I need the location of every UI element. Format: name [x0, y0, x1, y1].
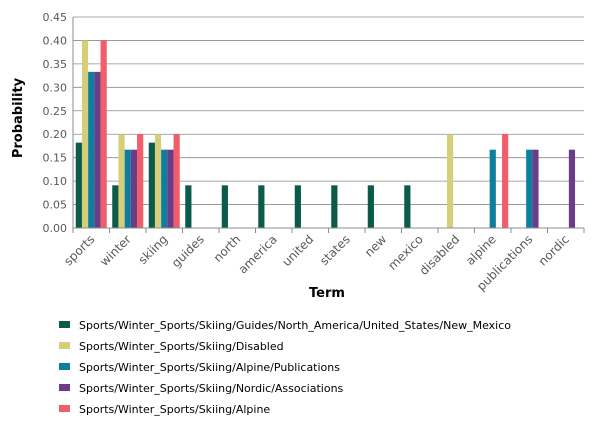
bar	[137, 134, 144, 228]
bar	[185, 185, 192, 228]
bar	[489, 149, 496, 228]
x-tick-label: nordic	[536, 232, 572, 268]
x-tick-label: america	[236, 232, 280, 276]
y-tick-label: 0.10	[43, 175, 68, 188]
x-tick-label: winter	[97, 232, 134, 269]
bars-layer	[75, 40, 576, 228]
bar	[154, 134, 162, 228]
y-tick-label: 0.35	[43, 58, 68, 71]
legend: Sports/Winter_Sports/Skiing/Guides/North…	[59, 319, 511, 416]
legend-label: Sports/Winter_Sports/Skiing/Alpine/Publi…	[79, 361, 340, 374]
bar	[221, 185, 228, 228]
x-tick-label: north	[211, 232, 244, 265]
bar	[88, 71, 95, 228]
bar	[161, 149, 168, 228]
x-tick-label: guides	[169, 232, 207, 270]
legend-item: Sports/Winter_Sports/Skiing/Alpine	[59, 403, 270, 416]
x-tick-label: disabled	[417, 232, 463, 278]
bar	[118, 134, 125, 228]
legend-swatch	[59, 405, 70, 412]
x-tick-label: new	[362, 232, 390, 260]
legend-item: Sports/Winter_Sports/Skiing/Disabled	[59, 340, 284, 353]
legend-label: Sports/Winter_Sports/Skiing/Disabled	[79, 340, 284, 353]
y-tick-label: 0.40	[43, 34, 68, 47]
bar	[124, 149, 131, 228]
bar	[568, 149, 576, 228]
x-tick-label: alpine	[463, 232, 499, 268]
y-tick-label: 0.30	[43, 81, 68, 94]
legend-swatch	[59, 384, 70, 391]
x-tick-label: skiing	[136, 232, 171, 267]
bar	[75, 142, 82, 228]
bar	[167, 149, 174, 228]
y-tick-label: 0.00	[43, 222, 68, 235]
x-axis-title: Term	[309, 286, 345, 301]
bar	[112, 185, 119, 228]
bar	[532, 149, 539, 228]
bar	[367, 185, 374, 228]
bar	[94, 71, 101, 228]
bar	[130, 149, 138, 228]
bar	[502, 134, 509, 228]
legend-label: Sports/Winter_Sports/Skiing/Alpine	[79, 403, 270, 416]
axes-layer	[72, 17, 585, 233]
legend-label: Sports/Winter_Sports/Skiing/Nordic/Assoc…	[79, 382, 344, 395]
bar	[404, 185, 411, 228]
y-tick-label: 0.15	[43, 152, 68, 165]
legend-swatch	[59, 321, 70, 328]
bar	[173, 134, 180, 228]
bar	[258, 185, 265, 228]
y-tick-labels: 0.00 0.05 0.10 0.15 0.20 0.25 0.30 0.35 0.40 0.45	[43, 11, 68, 235]
bar	[100, 40, 107, 228]
legend-item: Sports/Winter_Sports/Skiing/Guides/North…	[59, 319, 511, 332]
y-tick-label: 0.20	[43, 128, 68, 141]
legend-label: Sports/Winter_Sports/Skiing/Guides/North…	[79, 319, 511, 332]
legend-swatch	[59, 363, 70, 370]
x-tick-label: united	[279, 232, 316, 269]
bar	[148, 142, 155, 228]
bar	[526, 149, 533, 228]
x-tick-label: sports	[61, 232, 97, 268]
x-tick-label: states	[317, 232, 353, 268]
bar	[294, 185, 301, 228]
y-axis-title: Probability	[11, 77, 26, 158]
y-tick-label: 0.45	[43, 11, 68, 24]
legend-swatch	[59, 342, 70, 349]
bar	[81, 40, 89, 228]
legend-item: Sports/Winter_Sports/Skiing/Nordic/Assoc…	[59, 382, 344, 395]
bar	[446, 134, 454, 228]
y-tick-label: 0.05	[43, 199, 68, 212]
y-tick-label: 0.25	[43, 105, 68, 118]
bar	[331, 185, 338, 228]
legend-item: Sports/Winter_Sports/Skiing/Alpine/Publi…	[59, 361, 340, 374]
